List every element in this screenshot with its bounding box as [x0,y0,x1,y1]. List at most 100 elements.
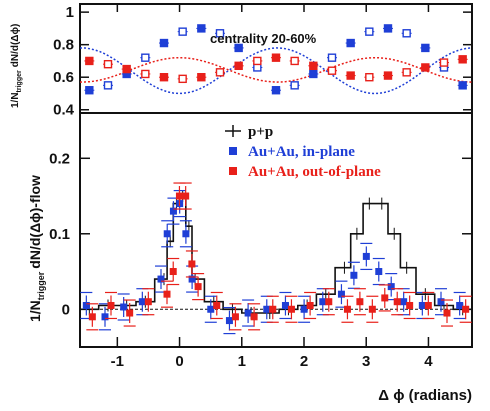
outplane-point [213,301,221,309]
outplane-point [462,305,470,313]
top-point-s0 [458,81,467,90]
top-point-s0 [103,81,113,90]
inplane-point [169,207,177,215]
top-point-s0 [271,86,281,95]
top-point-s0 [141,53,150,62]
outplane-point [250,313,258,321]
top-point-s1 [365,73,374,82]
top-point-s1 [309,61,318,71]
outplane-point [163,290,171,298]
outplane-point [175,192,183,200]
inplane-point [138,298,146,306]
top-point-s1 [197,73,206,82]
outplane-point [368,305,376,313]
inplane-point [120,303,128,311]
outplane-point [343,305,351,313]
top-point-s1 [159,73,169,82]
top-y-ticks: 0.4 0.6 0.8 1 [53,4,472,119]
top-point-s1 [234,61,243,71]
legend-pp-label: p+p [248,124,273,140]
top-point-s0 [197,24,206,33]
top-point-s1 [402,68,411,77]
x-axis-label: Δ ϕ (radians) [378,387,472,404]
x-tick-label: -1 [111,353,124,370]
top-point-s1 [178,74,187,84]
inplane-point [182,230,190,238]
outplane-point [107,301,115,309]
outplane-point [182,192,190,200]
outplane-point [356,298,364,306]
inplane-point [225,317,233,325]
top-point-s1 [383,71,393,80]
inplane-point [362,252,370,260]
inplane-point [337,290,345,298]
bottom-y-axis-label: 1/NtriggerdN/d(Δϕ)-flow [27,175,46,322]
x-tick-label: 3 [362,353,370,370]
legend-inplane-label: Au+Au, in-plane [248,144,355,160]
outplane-point [188,260,196,268]
inplane-point [400,298,408,306]
legend: p+p Au+Au, in-plane Au+Au, out-of-plane [225,124,381,180]
top-y-tick-label: 0.6 [53,69,74,86]
x-tick-label: 0 [175,353,183,370]
inplane-point [319,298,327,306]
top-point-s1 [327,66,337,75]
outplane-point [406,301,414,309]
inplane-point [163,230,171,238]
outplane-point [424,301,432,309]
outplane-point [325,298,333,306]
inplane-point [281,301,289,309]
outplane-point [287,305,295,313]
bottom-panel: 0 0.1 0.2 -1 0 1 2 3 4 p+p Au+Au, in-plane Au+Au… [27,4,473,404]
top-y-tick-label: 0.4 [53,102,75,119]
x-tick-label: 2 [300,353,308,370]
inplane-point [101,313,109,321]
top-point-s0 [327,53,337,62]
outplane-point [381,294,389,302]
outplane-point [443,309,451,317]
inplane-point [418,301,426,309]
top-point-s1 [215,68,225,77]
inplane-point [456,301,464,309]
top-point-s1 [85,56,94,66]
x-tick-label: 1 [238,353,246,370]
inplane-point [437,298,445,306]
inplane-point [263,305,271,313]
bottom-y-tick-label: 0 [62,301,70,318]
legend-inplane-swatch [229,147,237,155]
top-point-s0 [421,43,430,53]
inplane-point [375,268,383,276]
top-point-s1 [458,55,467,64]
top-point-s0 [159,38,169,48]
pp-histogram [80,190,472,320]
outplane-point [194,283,202,291]
outplane-point [169,268,177,276]
top-point-s0 [402,29,411,38]
pp-histogram-line [80,195,472,314]
top-point-s1 [439,58,449,67]
outplane-point [88,313,96,321]
inplane-point [387,283,395,291]
bottom-axis-ticks: 0 0.1 0.2 -1 0 1 2 3 4 [49,4,472,370]
outplane-point [306,301,314,309]
outplane-point [231,313,239,321]
inplane-point [300,305,308,313]
legend-outplane-swatch [229,167,237,175]
top-point-s1 [271,53,281,62]
outplane-point [393,298,401,306]
top-point-s0 [215,29,225,38]
top-modulation-lines [79,47,473,95]
outplane-point [126,309,134,317]
bottom-y-tick-label: 0.1 [49,226,70,243]
inplane-point [207,305,215,313]
outplane-point [144,298,152,306]
centrality-annotation: centrality 20-60% [210,31,317,46]
inplane-point [188,275,196,283]
top-y-tick-label: 1 [66,4,74,21]
top-point-s1 [421,63,430,72]
bottom-panel-frame [79,112,473,348]
bottom-y-tick-label: 0.2 [49,150,70,167]
outplane-point [269,305,277,313]
top-point-s0 [290,81,299,90]
